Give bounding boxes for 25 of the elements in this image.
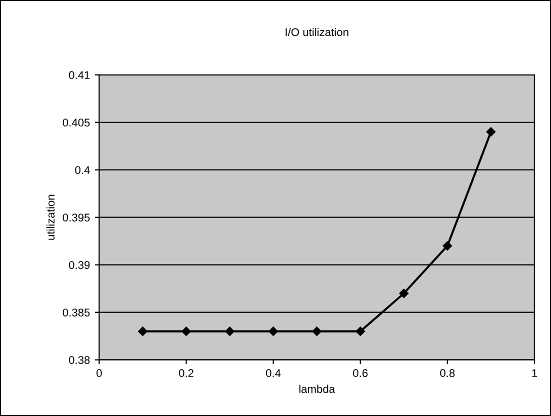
x-tick-label: 0 (96, 369, 102, 378)
y-tick-label: 0.395 (62, 214, 90, 222)
point (225, 326, 234, 336)
y-tick-label: 0.38 (68, 356, 90, 364)
point (356, 326, 365, 336)
point (182, 326, 191, 336)
point (442, 241, 452, 250)
point (486, 127, 496, 136)
x-axis-title: lambda (299, 384, 336, 393)
x-tick-label: 0.2 (178, 369, 194, 378)
y-tick-label: 0.405 (62, 118, 90, 127)
chart-title: I/O utilization (286, 28, 348, 36)
point (268, 326, 278, 336)
x-tick-label: 0.8 (440, 369, 455, 378)
point (312, 326, 322, 336)
x-tick-label: 0.6 (353, 369, 368, 378)
y-tick-label: 0.4 (75, 166, 90, 174)
x-tick-label: 1 (532, 369, 538, 377)
y-tick-label: 0.39 (68, 261, 90, 269)
x-tick-label: 0.4 (266, 369, 281, 378)
point (399, 288, 409, 298)
point (138, 326, 148, 336)
y-tick-label: 0.41 (68, 71, 90, 80)
y-axis-title: utilization (46, 194, 55, 240)
y-tick-label: 0.385 (62, 308, 90, 316)
